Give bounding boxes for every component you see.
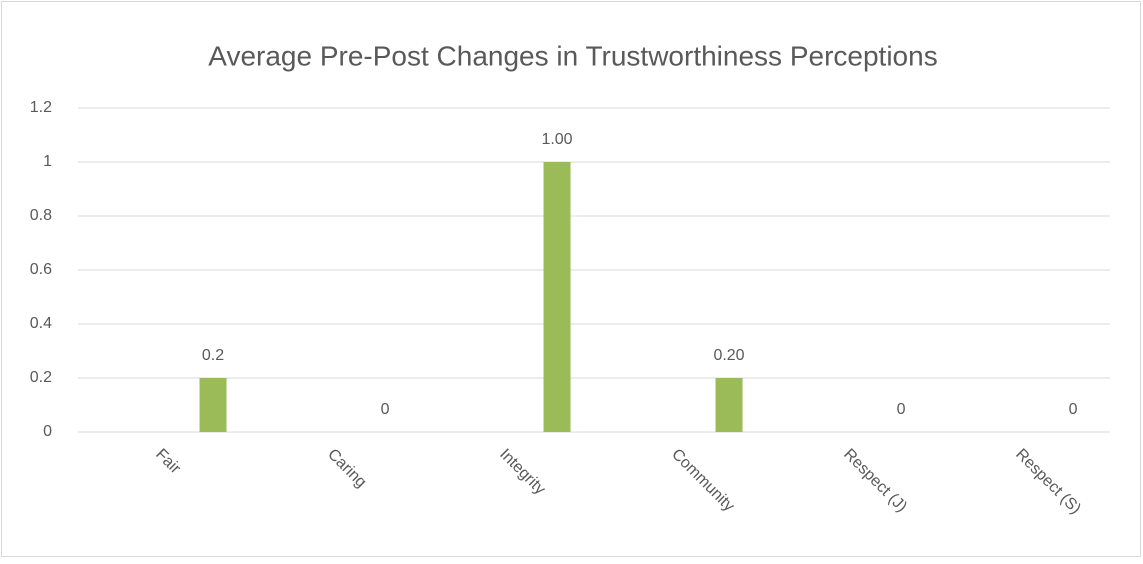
data-label: 0.20 [713, 347, 744, 364]
chart-title: Average Pre-Post Changes in Trustworthin… [208, 40, 937, 71]
bar [543, 162, 571, 432]
y-tick-label: 0.2 [30, 369, 52, 386]
data-label: 0.2 [202, 347, 224, 364]
data-label: 0 [381, 401, 390, 418]
y-tick-label: 0.4 [30, 315, 52, 332]
y-tick-label: 1 [43, 153, 52, 170]
bar [199, 378, 227, 432]
bar [715, 378, 743, 432]
y-tick-label: 0 [43, 423, 52, 440]
data-label: 0 [897, 401, 906, 418]
y-tick-label: 1.2 [30, 99, 52, 116]
data-label: 1.00 [541, 131, 572, 148]
y-tick-label: 0.8 [30, 207, 52, 224]
data-label: 0 [1069, 401, 1078, 418]
y-tick-label: 0.6 [30, 261, 52, 278]
